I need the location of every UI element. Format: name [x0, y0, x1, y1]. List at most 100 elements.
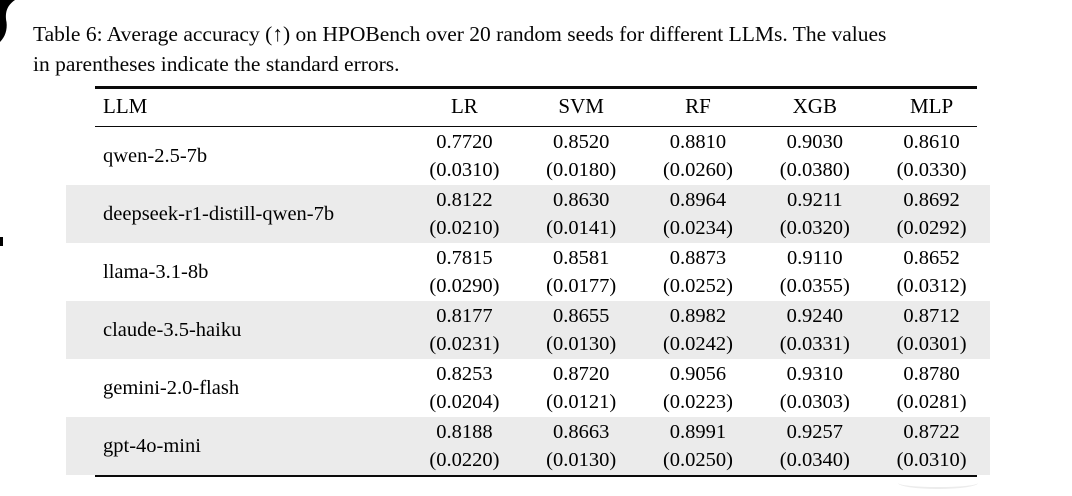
metric-cell: 0.8122 (0.0210)	[406, 185, 523, 243]
metric-cell: 0.8253 (0.0204)	[406, 359, 523, 417]
accuracy-value: 0.8610	[903, 131, 960, 153]
metric-cell: 0.7720 (0.0310)	[406, 127, 523, 185]
table-row: claude-3.5-haiku 0.8177 (0.0231) 0.8655 (0.0…	[66, 301, 990, 359]
llm-name: gemini-2.0-flash	[103, 376, 240, 399]
stderr-value: (0.0340)	[779, 449, 850, 471]
stderr-value: (0.0301)	[896, 333, 967, 355]
stderr-value: (0.0121)	[546, 391, 617, 413]
accuracy-value: 0.8991	[669, 421, 727, 443]
metric-cell: 0.8991 (0.0250)	[640, 417, 757, 475]
metric-cell: 0.9240 (0.0331)	[756, 301, 873, 359]
metric-cell: 0.9030 (0.0380)	[756, 127, 873, 185]
stderr-value: (0.0281)	[896, 391, 967, 413]
llm-name: llama-3.1-8b	[103, 260, 209, 283]
accuracy-value: 0.8873	[669, 247, 727, 269]
table-caption-line2: in parentheses indicate the standard err…	[33, 52, 400, 76]
accuracy-value: 0.8692	[903, 189, 960, 211]
accuracy-value: 0.8663	[553, 421, 610, 443]
metric-cell: 0.8692 (0.0292)	[873, 185, 990, 243]
metric-cell: 0.8581 (0.0177)	[523, 243, 640, 301]
metric-cell: 0.8982 (0.0242)	[640, 301, 757, 359]
accuracy-value: 0.9110	[786, 247, 843, 269]
table-bottom-rule	[95, 474, 977, 477]
stderr-value: (0.0292)	[896, 217, 967, 239]
accuracy-value: 0.8712	[903, 305, 960, 327]
accuracy-value: 0.9211	[786, 189, 843, 211]
accuracy-value: 0.9257	[786, 421, 843, 443]
scan-corner-artifact	[0, 0, 15, 42]
metric-cell: 0.8188 (0.0220)	[406, 417, 523, 475]
accuracy-value: 0.9310	[786, 363, 843, 385]
stderr-value: (0.0223)	[662, 391, 733, 413]
column-header-lr: LR	[450, 94, 478, 118]
stderr-value: (0.0290)	[429, 275, 500, 297]
stderr-value: (0.0250)	[662, 449, 733, 471]
stderr-value: (0.0330)	[896, 159, 967, 181]
accuracy-value: 0.8982	[669, 305, 727, 327]
table-row: gemini-2.0-flash 0.8253 (0.0204) 0.8720 (0.0…	[66, 359, 990, 417]
accuracy-value: 0.8964	[669, 189, 727, 211]
stderr-value: (0.0303)	[779, 391, 850, 413]
table-header-row: LLM LR SVM RF XGB MLP	[66, 86, 990, 127]
stderr-value: (0.0180)	[546, 159, 617, 181]
accuracy-value: 0.7815	[436, 247, 493, 269]
table-rows: qwen-2.5-7b 0.7720 (0.0310) 0.8520 (0.0180) 0…	[66, 127, 990, 475]
stderr-value: (0.0231)	[429, 333, 500, 355]
metric-cell: 0.9257 (0.0340)	[756, 417, 873, 475]
metric-cell: 0.9110 (0.0355)	[756, 243, 873, 301]
scan-edge-mark	[0, 237, 3, 246]
llm-name: claude-3.5-haiku	[103, 318, 242, 341]
accuracy-value: 0.7720	[436, 131, 493, 153]
stderr-value: (0.0260)	[662, 159, 733, 181]
accuracy-value: 0.9240	[786, 305, 843, 327]
table-row: deepseek-r1-distill-qwen-7b 0.8122 (0.0210…	[66, 185, 990, 243]
metric-cell: 0.8964 (0.0234)	[640, 185, 757, 243]
metric-cell: 0.8780 (0.0281)	[873, 359, 990, 417]
column-header-rf: RF	[685, 94, 711, 118]
results-table: LLM LR SVM RF XGB MLP qwen-2.5-7b 0.7720 (…	[66, 86, 990, 475]
table-row: qwen-2.5-7b 0.7720 (0.0310) 0.8520 (0.0180) 0…	[66, 127, 990, 185]
stderr-value: (0.0130)	[546, 449, 617, 471]
stderr-value: (0.0355)	[779, 275, 850, 297]
metric-cell: 0.8722 (0.0310)	[873, 417, 990, 475]
stderr-value: (0.0252)	[662, 275, 733, 297]
llm-name: qwen-2.5-7b	[103, 144, 208, 167]
metric-cell: 0.8810 (0.0260)	[640, 127, 757, 185]
stderr-value: (0.0331)	[779, 333, 850, 355]
accuracy-value: 0.9030	[786, 131, 843, 153]
table-header-rule	[95, 125, 977, 127]
column-header-llm: LLM	[103, 94, 148, 118]
column-header-xgb: XGB	[792, 94, 837, 118]
table-caption: Table 6: Average accuracy (↑) on HPOBenc…	[33, 19, 1053, 79]
stderr-value: (0.0380)	[779, 159, 850, 181]
stderr-value: (0.0177)	[546, 275, 617, 297]
accuracy-value: 0.8253	[436, 363, 493, 385]
accuracy-value: 0.8655	[553, 305, 610, 327]
accuracy-value: 0.8652	[903, 247, 960, 269]
metric-cell: 0.9056 (0.0223)	[640, 359, 757, 417]
stderr-value: (0.0130)	[546, 333, 617, 355]
metric-cell: 0.8663 (0.0130)	[523, 417, 640, 475]
stderr-value: (0.0242)	[662, 333, 733, 355]
metric-cell: 0.8177 (0.0231)	[406, 301, 523, 359]
stderr-value: (0.0310)	[896, 449, 967, 471]
accuracy-value: 0.8188	[436, 421, 493, 443]
metric-cell: 0.9310 (0.0303)	[756, 359, 873, 417]
metric-cell: 0.8630 (0.0141)	[523, 185, 640, 243]
column-header-svm: SVM	[558, 94, 604, 118]
metric-cell: 0.8652 (0.0312)	[873, 243, 990, 301]
metric-cell: 0.8610 (0.0330)	[873, 127, 990, 185]
stderr-value: (0.0320)	[779, 217, 850, 239]
stderr-value: (0.0234)	[662, 217, 733, 239]
scan-smudge	[898, 477, 978, 489]
stderr-value: (0.0141)	[546, 217, 617, 239]
metric-cell: 0.8873 (0.0252)	[640, 243, 757, 301]
llm-name: deepseek-r1-distill-qwen-7b	[103, 202, 335, 225]
table-top-rule	[95, 86, 977, 89]
metric-cell: 0.8520 (0.0180)	[523, 127, 640, 185]
metric-cell: 0.7815 (0.0290)	[406, 243, 523, 301]
metric-cell: 0.9211 (0.0320)	[756, 185, 873, 243]
accuracy-value: 0.9056	[669, 363, 727, 385]
llm-name: gpt-4o-mini	[103, 434, 201, 457]
